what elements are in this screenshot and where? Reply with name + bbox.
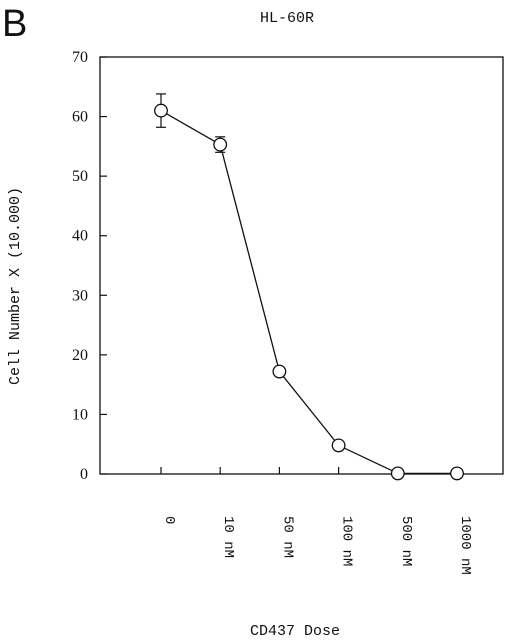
data-point-2	[272, 364, 287, 379]
x-tick-label-4: 500 nM	[398, 516, 414, 566]
series-line-0	[160, 110, 457, 475]
y-axis: 0 10 20 30 40 50 60 70	[72, 49, 107, 483]
x-tick-label-1: 10 nM	[220, 516, 236, 558]
data-point-5	[450, 466, 464, 481]
y-tick-label-50: 50	[72, 168, 88, 185]
x-tick-label-3: 100 nM	[339, 516, 355, 566]
y-tick-label-60: 60	[72, 109, 88, 126]
x-axis: 0 10 nM 50 nM 100 nM 500 nM 1000 nM	[160, 467, 473, 575]
y-tick-label-0: 0	[80, 466, 88, 483]
y-tick-label-30: 30	[72, 287, 88, 304]
x-tick-label-5: 1000 nM	[457, 516, 473, 575]
data-point-3	[331, 438, 346, 453]
panel-letter: B	[2, 3, 27, 45]
x-tick-label-0: 0	[161, 516, 177, 524]
plot-frame	[99, 56, 504, 475]
y-axis-label: Cell Number X (10.000)	[7, 187, 24, 385]
x-axis-label: CD437 Dose	[250, 623, 340, 640]
data-series	[154, 93, 464, 481]
data-point-0	[154, 103, 168, 118]
y-tick-label-10: 10	[72, 406, 88, 423]
data-point-1	[213, 137, 228, 152]
data-point-4	[390, 466, 405, 481]
y-tick-label-40: 40	[72, 228, 88, 245]
chart-title: HL-60R	[260, 10, 314, 27]
y-tick-label-20: 20	[72, 347, 88, 364]
x-tick-label-2: 50 nM	[279, 516, 295, 558]
y-tick-label-70: 70	[72, 49, 88, 66]
